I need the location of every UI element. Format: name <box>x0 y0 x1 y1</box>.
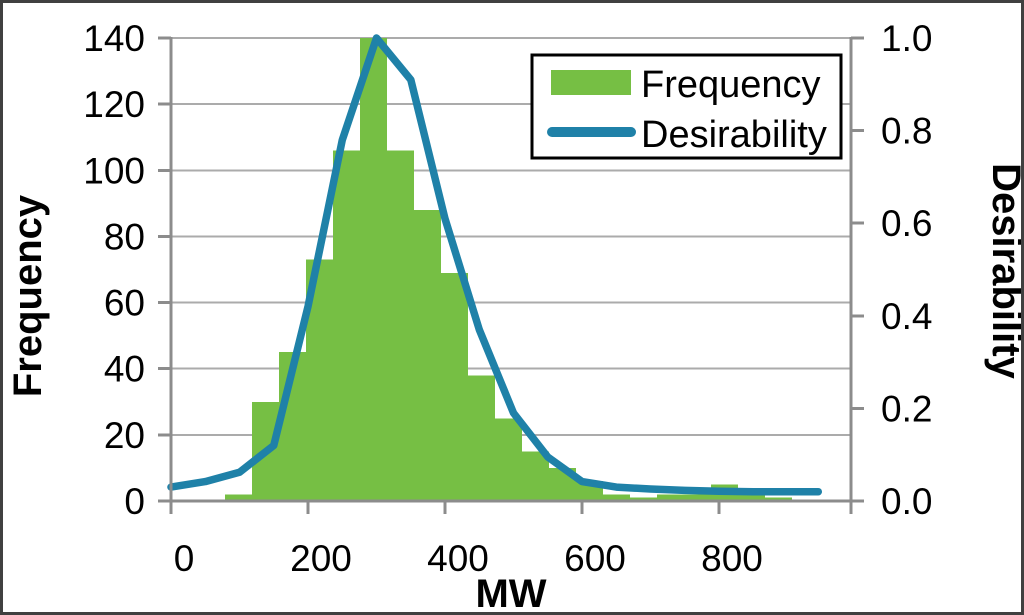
axes <box>169 37 853 503</box>
x-tick-label: 0 <box>174 538 195 579</box>
legend-desirability-label: Desirability <box>641 114 827 156</box>
y-left-axis-title: Frequency <box>6 194 50 397</box>
histogram-bar <box>333 150 361 501</box>
y-left-tick-label: 80 <box>104 216 145 257</box>
histogram-bar <box>468 375 496 501</box>
y-left-tick-label: 100 <box>83 150 145 191</box>
legend: Frequency Desirability <box>530 53 843 160</box>
y-right-tick-label: 0.2 <box>881 388 932 429</box>
y-left-tick-label: 0 <box>124 481 145 522</box>
chart-svg: 0 20 40 60 80 100 120 140 0.0 0.2 0.4 0.6 0.8 1.0 0 200… <box>6 18 1024 615</box>
axis-tick-labels: 0 20 40 60 80 100 120 140 0.0 0.2 0.4 0.6 0.8 1.0 0 200… <box>83 18 932 579</box>
legend-frequency-label: Frequency <box>641 64 821 106</box>
histogram-bar <box>656 494 684 501</box>
histogram-bar <box>414 209 442 501</box>
y-left-tick-label: 40 <box>104 349 145 390</box>
x-tick-label: 200 <box>290 538 352 579</box>
y-right-tick-label: 1.0 <box>881 18 932 59</box>
x-tick-label: 600 <box>564 538 626 579</box>
desirability-line <box>167 34 823 496</box>
histogram-bar <box>441 272 469 501</box>
histogram-bar <box>683 494 711 501</box>
axis-ticks <box>158 36 864 514</box>
histogram-bar <box>495 418 522 501</box>
histogram-bar <box>737 494 765 501</box>
x-axis-title: MW <box>475 572 546 615</box>
histogram-bar <box>521 451 549 501</box>
histogram-bar <box>360 38 388 501</box>
y-right-tick-label: 0.4 <box>881 296 932 337</box>
histogram-bar <box>225 494 253 501</box>
y-right-axis-title: Desirability <box>984 163 1024 379</box>
y-right-tick-label: 0.6 <box>881 203 932 244</box>
desirability-line-group <box>167 34 823 496</box>
y-left-tick-label: 20 <box>104 415 145 456</box>
histogram-bar <box>764 497 792 501</box>
y-right-tick-label: 0.8 <box>881 111 932 152</box>
histogram-bar <box>387 150 415 501</box>
legend-frequency-swatch <box>551 70 631 95</box>
y-left-tick-label: 120 <box>83 84 145 125</box>
histogram-bar <box>629 497 657 501</box>
x-tick-label: 400 <box>427 538 489 579</box>
x-tick-label: 800 <box>701 538 763 579</box>
y-left-tick-label: 140 <box>83 18 145 59</box>
y-left-tick-label: 60 <box>104 283 145 324</box>
histogram-bar <box>602 494 630 501</box>
y-right-tick-label: 0.0 <box>881 481 932 522</box>
